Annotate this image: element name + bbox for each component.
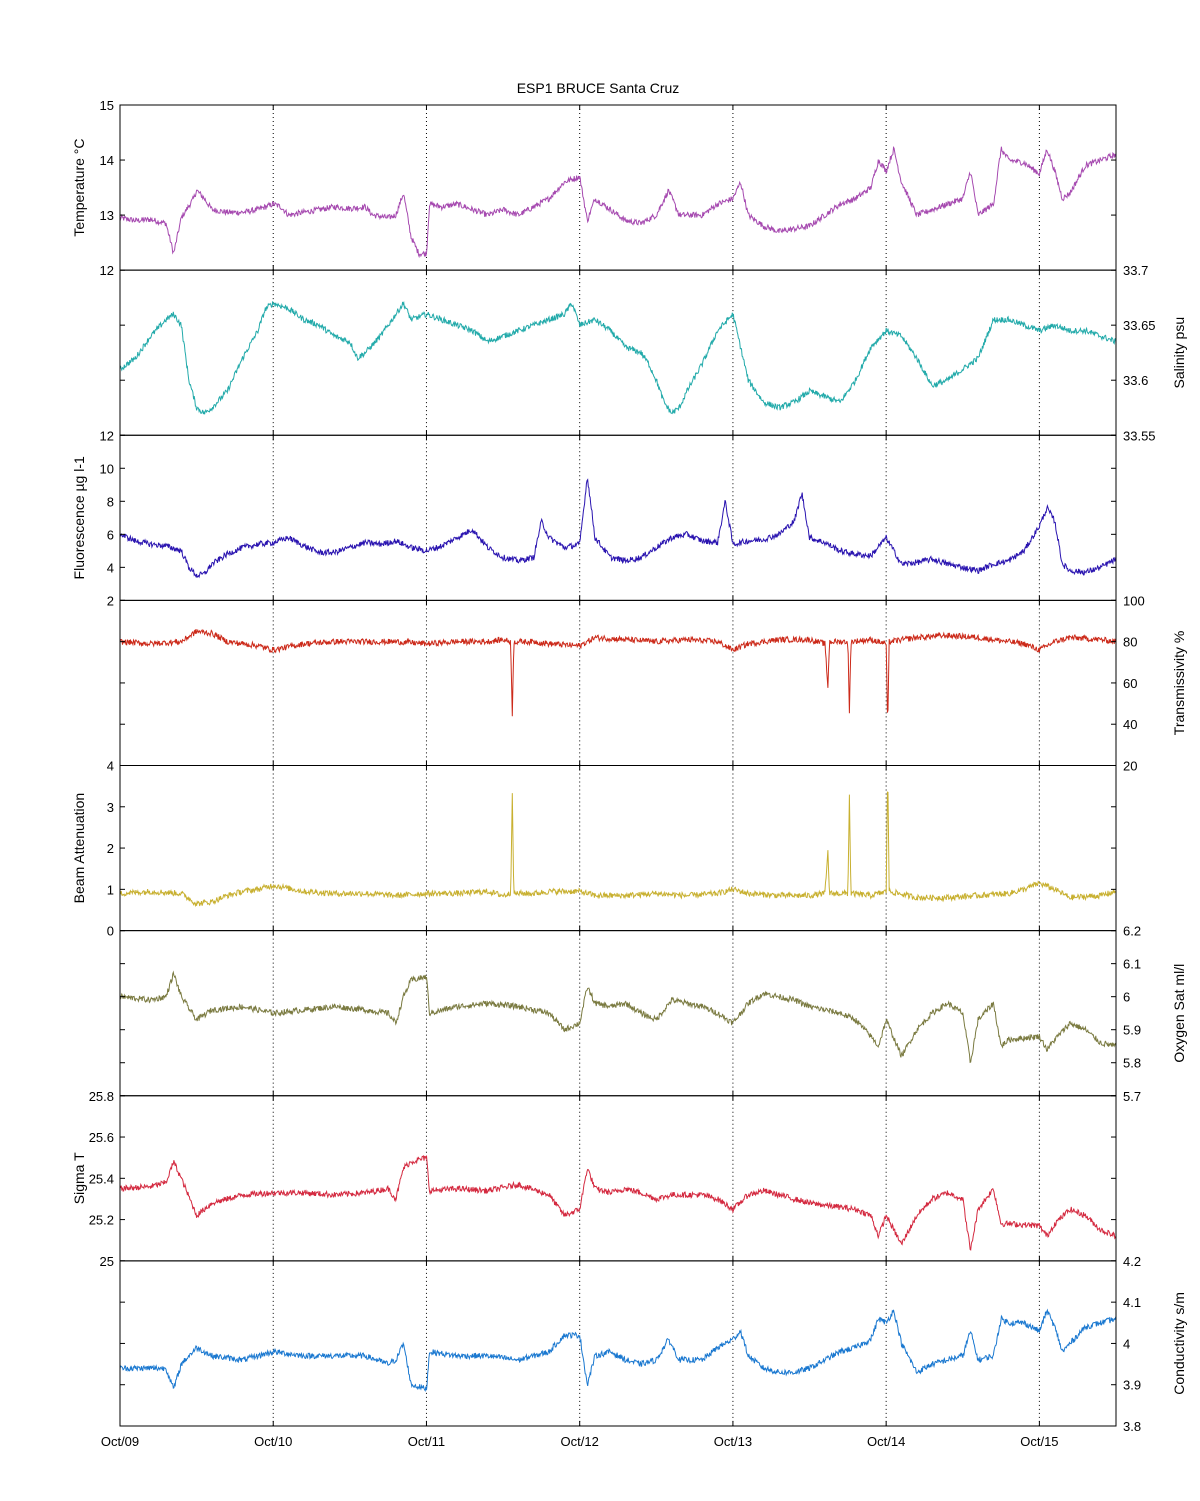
fluorescence-y-tick-label: 8 — [107, 494, 114, 509]
sigma_t-y-tick-label: 25 — [100, 1254, 114, 1269]
salinity-y-axis-label: Salinity psu — [1171, 317, 1187, 389]
sigma_t-y-tick-label: 25.2 — [89, 1213, 114, 1228]
panel-conductivity: 3.8 3.9 4 4.1 4.2 Conductivity s/m — [119, 1254, 1187, 1434]
conductivity-y-axis-label: Conductivity s/m — [1171, 1292, 1187, 1395]
salinity-frame — [119, 269, 1117, 436]
oxygen_sat-series-line — [120, 970, 1116, 1064]
salinity-series-line — [120, 300, 1116, 415]
transmissivity-y-tick-label: 80 — [1123, 635, 1137, 650]
panel-temperature: 12 13 14 15 Temperature °C — [71, 98, 1117, 278]
temperature-y-axis-label: Temperature °C — [71, 138, 87, 236]
beam_attenuation-y-tick-label: 2 — [107, 841, 114, 856]
transmissivity-y-tick-label: 100 — [1123, 593, 1145, 608]
salinity-y-tick-label: 33.55 — [1123, 428, 1156, 443]
panel-salinity: 33.55 33.6 33.65 33.7 Salinity psu — [119, 263, 1187, 443]
beam_attenuation-y-axis-label: Beam Attenuation — [71, 793, 87, 904]
x-tick-label: Oct/11 — [408, 1434, 445, 1449]
panel-fluorescence: 2 4 6 8 10 12 Fluorescence µg l-1 — [71, 428, 1117, 608]
conductivity-series-line — [120, 1308, 1116, 1392]
sigma_t-y-tick-label: 25.4 — [89, 1171, 114, 1186]
fluorescence-frame — [119, 434, 1117, 601]
fluorescence-y-tick-label: 10 — [100, 461, 114, 476]
transmissivity-series-line — [120, 628, 1116, 717]
transmissivity-y-tick-label: 60 — [1123, 676, 1137, 691]
beam_attenuation-y-tick-label: 4 — [107, 759, 114, 774]
temperature-series-line — [120, 146, 1116, 259]
oxygen_sat-y-tick-label: 5.8 — [1123, 1056, 1141, 1071]
salinity-y-tick-label: 33.65 — [1123, 318, 1156, 333]
beam_attenuation-y-tick-label: 1 — [107, 882, 114, 897]
conductivity-y-tick-label: 3.9 — [1123, 1378, 1141, 1393]
temperature-y-tick-label: 15 — [100, 98, 114, 113]
sigma_t-y-tick-label: 25.6 — [89, 1130, 114, 1145]
oxygen_sat-y-axis-label: Oxygen Sat ml/l — [1171, 964, 1187, 1063]
x-tick-label: Oct/13 — [714, 1434, 752, 1449]
transmissivity-y-axis-label: Transmissivity % — [1171, 631, 1187, 736]
oxygen_sat-y-tick-label: 6.1 — [1123, 957, 1141, 972]
fluorescence-y-tick-label: 4 — [107, 560, 114, 575]
conductivity-y-tick-label: 4.2 — [1123, 1254, 1141, 1269]
fluorescence-series-line — [120, 478, 1116, 579]
panel-beam_attenuation: 0 1 2 3 4 Beam Attenuation — [71, 759, 1117, 939]
oxygen_sat-frame — [119, 930, 1117, 1097]
panel-oxygen_sat: 5.7 5.8 5.9 6 6.1 6.2 Oxygen Sat ml/l — [119, 924, 1187, 1104]
chart-title: ESP1 BRUCE Santa Cruz — [517, 80, 680, 96]
temperature-y-tick-label: 13 — [100, 208, 114, 223]
x-tick-label: Oct/10 — [254, 1434, 292, 1449]
panel-transmissivity: 20 40 60 80 100 Transmissivity % — [119, 593, 1187, 774]
temperature-y-tick-label: 12 — [100, 263, 114, 278]
beam_attenuation-y-tick-label: 0 — [107, 924, 114, 939]
sigma_t-y-tick-label: 25.8 — [89, 1089, 114, 1104]
oxygen_sat-y-tick-label: 5.7 — [1123, 1089, 1141, 1104]
fluorescence-y-tick-label: 12 — [100, 428, 114, 443]
temperature-frame — [119, 104, 1117, 271]
x-tick-label: Oct/14 — [867, 1434, 905, 1449]
conductivity-y-tick-label: 3.8 — [1123, 1419, 1141, 1434]
fluorescence-y-tick-label: 2 — [107, 593, 114, 608]
fluorescence-y-axis-label: Fluorescence µg l-1 — [71, 456, 87, 579]
sigma_t-y-axis-label: Sigma T — [71, 1152, 87, 1204]
conductivity-y-tick-label: 4.1 — [1123, 1295, 1141, 1310]
transmissivity-y-tick-label: 20 — [1123, 759, 1137, 774]
temperature-y-tick-label: 14 — [100, 153, 114, 168]
oxygen_sat-y-tick-label: 6.2 — [1123, 924, 1141, 939]
salinity-y-tick-label: 33.7 — [1123, 263, 1148, 278]
sigma_t-frame — [119, 1095, 1117, 1262]
transmissivity-frame — [119, 599, 1117, 766]
conductivity-y-tick-label: 4 — [1123, 1336, 1130, 1351]
salinity-y-tick-label: 33.6 — [1123, 373, 1148, 388]
beam_attenuation-series-line — [120, 791, 1116, 908]
fluorescence-y-tick-label: 6 — [107, 527, 114, 542]
x-tick-label: Oct/15 — [1020, 1434, 1058, 1449]
beam_attenuation-frame — [119, 765, 1117, 932]
oxygen_sat-y-tick-label: 5.9 — [1123, 1023, 1141, 1038]
sigma_t-series-line — [120, 1155, 1116, 1251]
x-tick-label: Oct/09 — [101, 1434, 139, 1449]
beam_attenuation-y-tick-label: 3 — [107, 800, 114, 815]
oxygen_sat-y-tick-label: 6 — [1123, 990, 1130, 1005]
panel-sigma_t: 25 25.2 25.4 25.6 25.8 Sigma T — [71, 1089, 1117, 1269]
x-tick-label: Oct/12 — [561, 1434, 599, 1449]
transmissivity-y-tick-label: 40 — [1123, 717, 1137, 732]
